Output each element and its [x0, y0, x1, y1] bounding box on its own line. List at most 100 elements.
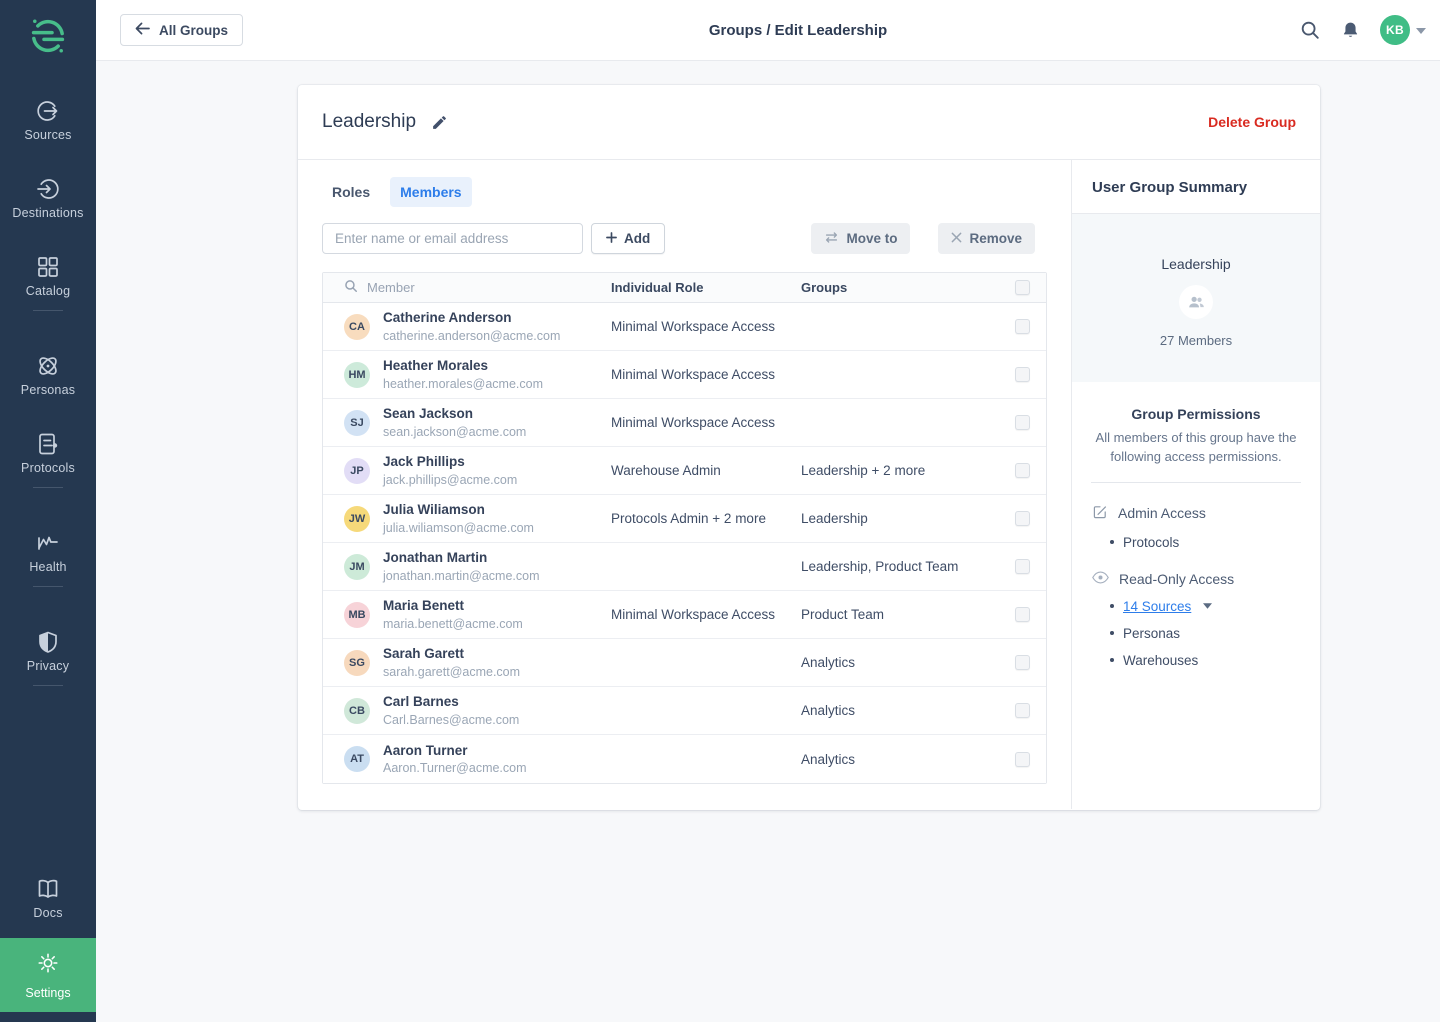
member-role: Protocols Admin + 2 more	[611, 511, 766, 526]
sidebar-item-personas[interactable]: Personas	[0, 353, 96, 397]
all-groups-back-button[interactable]: All Groups	[120, 14, 244, 46]
read-only-item-warehouses: Warehouses	[1092, 653, 1320, 668]
member-email: sean.jackson@acme.com	[383, 424, 527, 439]
caret-down-icon[interactable]	[1203, 603, 1213, 609]
group-name-title: Leadership	[322, 111, 417, 132]
member-email: catherine.anderson@acme.com	[383, 328, 561, 343]
member-avatar: SJ	[344, 409, 370, 436]
members-toolbar: Add Move	[322, 223, 1047, 254]
table-row: JW Julia Wiliamson julia.wiliamson@acme.co…	[323, 495, 1046, 543]
sidebar-divider	[33, 586, 63, 587]
member-search-input[interactable]	[322, 223, 583, 254]
page-title: Groups / Edit Leadership	[708, 21, 888, 39]
groups-column-header: Groups	[801, 280, 848, 295]
segment-logo-icon	[24, 12, 72, 60]
member-avatar: JW	[344, 505, 370, 532]
remove-button[interactable]: Remove	[938, 223, 1035, 254]
sidebar-item-destinations[interactable]: Destinations	[0, 176, 96, 220]
members-table: Member Individual Role Groups CA Catherin…	[322, 272, 1047, 784]
role-column-header: Individual Role	[611, 280, 704, 295]
edit-group-name-pencil-icon[interactable]	[431, 114, 448, 131]
row-checkbox[interactable]	[1014, 751, 1030, 767]
chevron-down-icon	[1416, 21, 1426, 39]
protocols-icon	[35, 431, 61, 457]
topbar-actions: KB	[1299, 15, 1426, 45]
member-count: 27 Members	[1159, 333, 1233, 348]
member-role: Minimal Workspace Access	[611, 415, 776, 430]
sidebar-divider	[33, 487, 63, 488]
notifications-bell-icon[interactable]	[1340, 20, 1361, 41]
tab-members[interactable]: Members	[390, 177, 472, 207]
sources-count-link[interactable]: 14 Sources	[1123, 598, 1192, 614]
admin-access-item: Protocols	[1092, 535, 1320, 550]
sidebar-item-label: Privacy	[26, 659, 70, 673]
row-checkbox[interactable]	[1014, 463, 1030, 478]
member-avatar: CA	[344, 313, 370, 340]
member-email: jonathan.martin@acme.com	[383, 568, 540, 583]
gear-icon	[36, 951, 60, 980]
bullet-icon	[1110, 604, 1114, 609]
bullet-icon	[1110, 540, 1114, 545]
sidebar-divider	[33, 685, 63, 686]
member-name: Jack Phillips	[383, 454, 465, 470]
table-row: MB Maria Benett maria.benett@acme.com Mini…	[323, 591, 1046, 639]
sources-icon	[35, 98, 61, 124]
row-checkbox[interactable]	[1014, 367, 1030, 382]
group-members-icon	[1179, 285, 1213, 319]
sidebar-item-docs[interactable]: Docs	[0, 876, 96, 920]
member-role: Minimal Workspace Access	[611, 319, 776, 334]
select-all-checkbox[interactable]	[1014, 280, 1030, 295]
member-name: Julia Wiliamson	[383, 502, 485, 518]
plus-icon	[606, 231, 617, 246]
sidebar-item-catalog[interactable]: Catalog	[0, 254, 96, 298]
delete-group-button[interactable]: Delete Group	[1208, 114, 1296, 130]
summary-group-name: Leadership	[1161, 256, 1231, 272]
bullet-icon	[1110, 658, 1114, 663]
member-name: Heather Morales	[383, 358, 489, 374]
member-avatar: JM	[344, 553, 370, 580]
sidebar-item-protocols[interactable]: Protocols	[0, 431, 96, 475]
row-checkbox[interactable]	[1014, 559, 1030, 574]
sidebar-item-settings[interactable]: Settings	[0, 938, 96, 1012]
row-checkbox[interactable]	[1014, 607, 1030, 622]
back-arrow-icon	[135, 22, 150, 38]
tab-roles[interactable]: Roles	[322, 177, 380, 207]
add-member-button[interactable]: Add	[591, 223, 666, 254]
member-name: Aaron Turner	[383, 742, 468, 758]
row-checkbox[interactable]	[1014, 511, 1030, 526]
member-avatar: HM	[344, 361, 370, 388]
user-avatar[interactable]: KB	[1380, 15, 1410, 45]
member-email: Aaron.Turner@acme.com	[383, 761, 527, 776]
content-area: Leadership Delete Group Roles Members	[96, 61, 1440, 1022]
row-checkbox[interactable]	[1014, 319, 1030, 334]
table-row: SG Sarah Garett sarah.garett@acme.com Anal…	[323, 639, 1046, 687]
member-email: jack.phillips@acme.com	[383, 472, 518, 487]
sidebar-item-health[interactable]: Health	[0, 530, 96, 574]
row-checkbox[interactable]	[1014, 655, 1030, 670]
eye-icon	[1092, 571, 1109, 587]
member-groups: Analytics	[801, 655, 856, 670]
user-menu[interactable]: KB	[1380, 15, 1426, 45]
sidebar-item-label: Sources	[24, 128, 72, 142]
remove-label: Remove	[969, 231, 1022, 246]
sidebar-item-privacy[interactable]: Privacy	[0, 629, 96, 673]
move-to-arrows-icon	[824, 231, 839, 247]
card-body: Roles Members Add	[298, 160, 1320, 809]
move-to-button[interactable]: Move to	[811, 223, 911, 254]
read-only-item-sources: 14 Sources	[1092, 599, 1320, 614]
bullet-icon	[1110, 631, 1114, 636]
permissions-divider	[1091, 481, 1301, 483]
sidebar-item-sources[interactable]: Sources	[0, 98, 96, 142]
row-checkbox[interactable]	[1014, 415, 1030, 430]
docs-book-icon	[35, 876, 61, 902]
catalog-icon	[35, 254, 61, 280]
personas-icon	[35, 353, 61, 379]
group-permissions-title: Group Permissions	[1131, 406, 1261, 422]
summary-hero: Leadership 27 Members	[1072, 214, 1320, 382]
summary-panel-title: User Group Summary	[1072, 160, 1320, 214]
search-icon[interactable]	[1299, 19, 1321, 41]
member-email: julia.wiliamson@acme.com	[383, 520, 534, 535]
row-checkbox[interactable]	[1014, 703, 1030, 718]
health-icon	[35, 530, 61, 556]
member-column-header[interactable]: Member	[323, 279, 611, 296]
